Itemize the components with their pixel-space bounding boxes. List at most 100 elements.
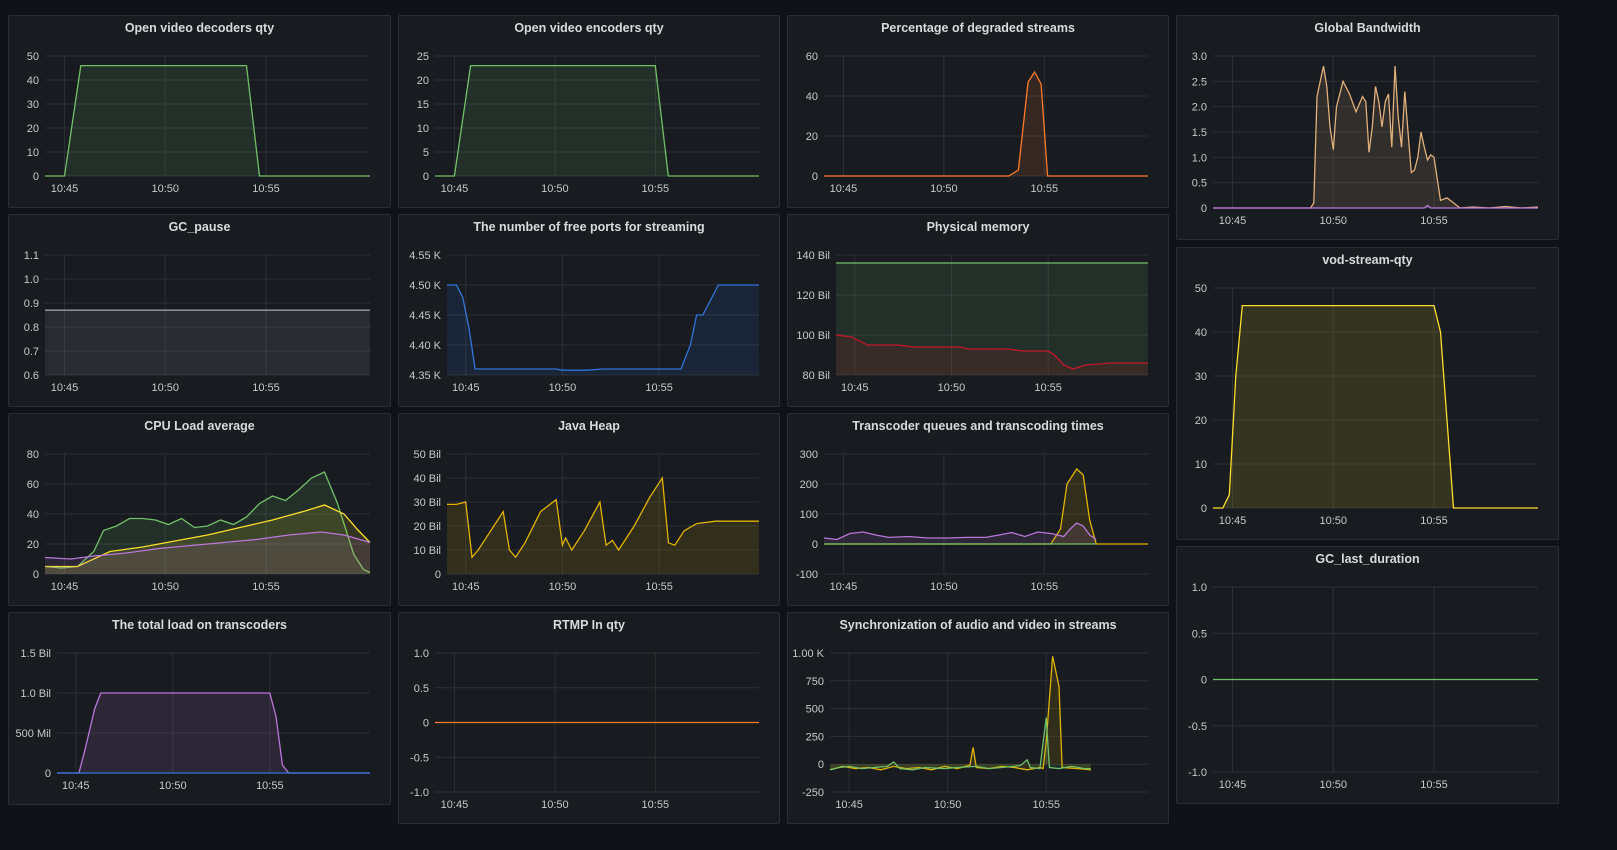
y-tick-label: 100 (800, 509, 818, 521)
y-tick-label: -0.5 (1188, 721, 1207, 733)
y-tick-label: 250 (806, 731, 824, 743)
x-tick-label: 10:50 (1319, 215, 1347, 227)
panel-title[interactable]: Percentage of degraded streams (881, 21, 1075, 35)
panel-title[interactable]: Physical memory (926, 220, 1030, 234)
x-tick-label: 10:50 (541, 799, 569, 811)
y-tick-label: 4.45 K (409, 310, 441, 322)
panel-chart: 300 200 100 0 -100 10:45 10:50 10:55 (796, 449, 1148, 593)
panel-title[interactable]: GC_last_duration (1315, 552, 1420, 566)
panel-p6[interactable]: The number of free ports for streaming 4.… (398, 214, 780, 407)
panel-title[interactable]: Synchronization of audio and video in st… (839, 618, 1117, 632)
series-area (824, 523, 1097, 544)
panel-p10[interactable]: Java Heap 50 Bil 40 Bil 30 Bil 20 Bil 10 Bil 0… (398, 413, 780, 606)
x-tick-label: 10:45 (452, 382, 480, 394)
panel-chart: 1.1 1.0 0.9 0.8 0.7 0.6 10:45 10:50 10:55 (24, 250, 370, 394)
series-line (1213, 304, 1538, 509)
y-tick-label: 50 (27, 51, 39, 63)
x-tick-label: 10:55 (642, 799, 670, 811)
y-tick-label: 1.0 (1192, 152, 1207, 164)
x-tick-label: 10:45 (830, 183, 858, 195)
y-tick-label: 10 (1195, 459, 1207, 471)
series-area (1213, 66, 1538, 208)
y-tick-label: 100 Bil (796, 330, 830, 342)
series-area (1213, 305, 1538, 508)
y-tick-label: 80 Bil (802, 370, 830, 382)
panel-title[interactable]: The number of free ports for streaming (473, 220, 705, 234)
y-tick-label: 0.5 (1192, 628, 1207, 640)
y-tick-label: 40 (1195, 327, 1207, 339)
panel-title[interactable]: Open video decoders qty (124, 21, 275, 35)
series-line (447, 476, 759, 559)
x-tick-label: 10:55 (645, 581, 673, 593)
panel-p15[interactable]: Synchronization of audio and video in st… (787, 612, 1169, 824)
panel-p8[interactable]: vod-stream-qty 50 40 30 20 10 0 10:45 10:50 10:55 (1176, 247, 1559, 540)
panel-title[interactable]: vod-stream-qty (1322, 253, 1413, 267)
y-tick-label: -100 (796, 569, 818, 581)
y-tick-label: 4.55 K (409, 250, 441, 262)
x-tick-label: 10:55 (1420, 779, 1448, 791)
y-tick-label: 30 Bil (413, 497, 441, 509)
panel-title[interactable]: CPU Load average (144, 419, 255, 433)
panel-p9[interactable]: CPU Load average 80 60 40 20 0 10:45 10:50 10:55 (8, 413, 391, 606)
y-tick-label: 120 Bil (796, 290, 830, 302)
panel-title[interactable]: GC_pause (168, 220, 231, 234)
y-tick-label: 10 (417, 123, 429, 135)
y-tick-label: 0 (1201, 503, 1207, 515)
panel-title[interactable]: Java Heap (558, 419, 620, 433)
x-tick-label: 10:45 (51, 183, 79, 195)
panel-chart: 140 Bil 120 Bil 100 Bil 80 Bil 10:45 10:50 10:… (796, 250, 1148, 394)
panel-p2[interactable]: Open video encoders qty 25 20 15 10 5 0 10:45 10… (398, 15, 780, 208)
y-tick-label: 0 (435, 569, 441, 581)
panel-title[interactable]: The total load on transcoders (111, 618, 288, 632)
panel-p11[interactable]: Transcoder queues and transcoding times 3… (787, 413, 1169, 606)
x-tick-label: 10:45 (841, 382, 869, 394)
y-tick-label: 2.0 (1192, 102, 1207, 114)
panel-p4[interactable]: Global Bandwidth 3.0 2.5 2.0 1.5 1.0 0.5 0 10:45… (1176, 15, 1559, 240)
y-tick-label: 1.0 (24, 274, 39, 286)
panel-chart: 25 20 15 10 5 0 10:45 10:50 10:55 (417, 51, 759, 195)
panel-title[interactable]: RTMP In qty (553, 618, 625, 632)
panel-p7[interactable]: Physical memory 140 Bil 120 Bil 100 Bil 80 B… (787, 214, 1169, 407)
panel-p14[interactable]: RTMP In qty 1.0 0.5 0 -0.5 -1.0 10:45 10:50 10:5… (398, 612, 780, 824)
y-tick-label: 20 (417, 75, 429, 87)
panel-chart: 1.0 0.5 0 -0.5 -1.0 10:45 10:50 10:55 (410, 648, 759, 811)
series-area (57, 693, 370, 773)
y-tick-label: 1.1 (24, 250, 39, 262)
x-tick-label: 10:50 (934, 799, 962, 811)
x-tick-label: 10:45 (1219, 215, 1247, 227)
panel-p5[interactable]: GC_pause 1.1 1.0 0.9 0.8 0.7 0.6 10:45 10:50 10:5… (8, 214, 391, 407)
x-tick-label: 10:55 (256, 780, 284, 792)
series-area (824, 469, 1148, 544)
y-tick-label: -0.5 (410, 752, 429, 764)
y-tick-label: 10 (27, 147, 39, 159)
y-tick-label: 0.6 (24, 370, 39, 382)
x-tick-label: 10:45 (51, 382, 79, 394)
y-tick-label: 40 (27, 509, 39, 521)
x-tick-label: 10:55 (252, 183, 280, 195)
panel-p3[interactable]: Percentage of degraded streams 60 40 20 0 10:… (787, 15, 1169, 208)
x-tick-label: 10:55 (1031, 581, 1059, 593)
series-line (824, 467, 1148, 545)
panel-chart: 50 40 30 20 10 0 10:45 10:50 10:55 (1195, 283, 1538, 527)
x-tick-label: 10:55 (1031, 183, 1059, 195)
y-tick-label: 0 (423, 718, 429, 730)
panel-p12[interactable]: GC_last_duration 1.0 0.5 0 -0.5 -1.0 10:45 10:5… (1176, 546, 1559, 804)
y-tick-label: 10 Bil (413, 545, 441, 557)
panel-title[interactable]: Global Bandwidth (1314, 21, 1421, 35)
y-tick-label: 30 (1195, 371, 1207, 383)
series-area (45, 505, 370, 574)
series-line (829, 717, 1091, 771)
panel-title[interactable]: Transcoder queues and transcoding times (852, 419, 1104, 433)
y-tick-label: 0.5 (1192, 178, 1207, 190)
series-area (836, 335, 1148, 375)
panel-title[interactable]: Open video encoders qty (514, 21, 664, 35)
panel-p1[interactable]: Open video decoders qty 50 40 30 20 10 0 10:45 1… (8, 15, 391, 208)
panel-chart: 1.00 K 750 500 250 0 -250 10:45 10:50 10:55 (792, 648, 1148, 811)
y-tick-label: 0 (812, 171, 818, 183)
x-tick-label: 10:50 (159, 780, 187, 792)
panel-p13[interactable]: The total load on transcoders 1.5 Bil 1.0 … (8, 612, 391, 805)
series-line (45, 504, 371, 568)
x-tick-label: 10:50 (1319, 515, 1347, 527)
y-tick-label: 0.9 (24, 298, 39, 310)
x-tick-label: 10:50 (151, 581, 179, 593)
